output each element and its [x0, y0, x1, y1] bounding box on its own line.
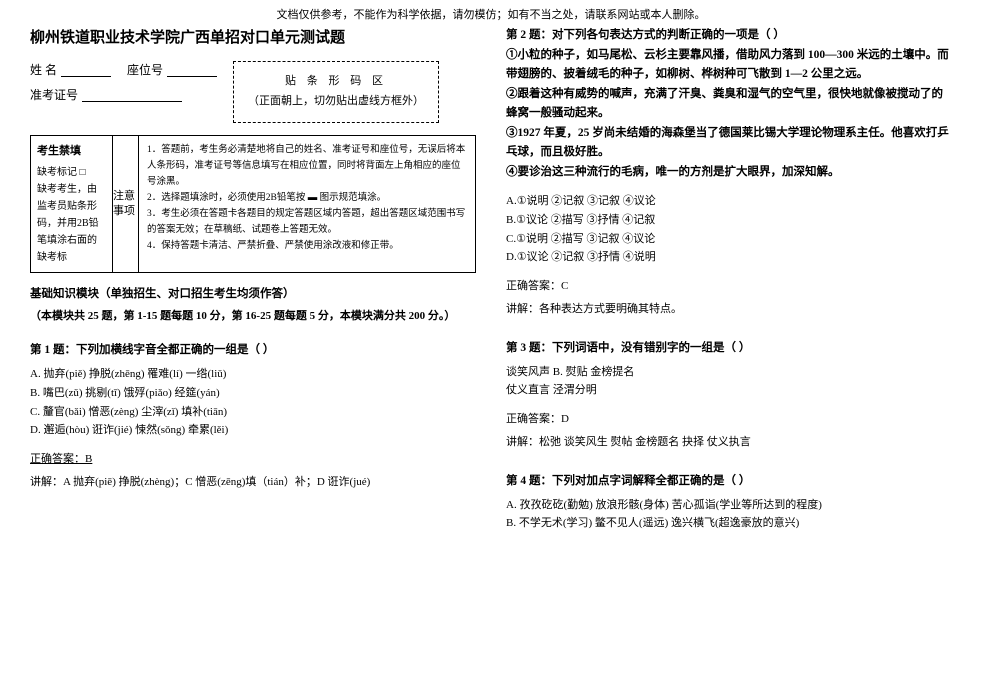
q1-options: A. 抛弃(piě) 挣脱(zhēng) 罹难(lí) 一绺(liǔ) B. 嘴…	[30, 365, 476, 440]
content-columns: 柳州铁道职业技术学院广西单招对口单元测试题 姓 名 座位号 准考证号 贴 条 形…	[0, 26, 982, 543]
name-blank[interactable]	[61, 63, 111, 77]
q2-options: A.①说明 ②记叙 ③记叙 ④议论 B.①议论 ②描写 ③抒情 ④记叙 C.①说…	[506, 192, 952, 267]
seat-blank[interactable]	[167, 63, 217, 77]
q4-opt-a: A. 孜孜矻矻(勤勉) 放浪形骸(身体) 苦心孤诣(学业等所达到的程度)	[506, 496, 952, 515]
notice-item: 4．保持答题卡清洁、严禁折叠、严禁使用涂改液和修正带。	[147, 238, 467, 254]
q3-answer: 正确答案：D	[506, 410, 952, 426]
notice-head: 注意事项	[113, 189, 138, 220]
q1-answer: 正确答案：B	[30, 450, 476, 466]
forbidden-head: 考生禁填	[37, 142, 106, 161]
q2-explain: 讲解：各种表达方式要明确其特点。	[506, 301, 952, 319]
q2-opt-c: C.①说明 ②描写 ③记叙 ④议论	[506, 230, 952, 249]
q2-stem: 第 2 题：对下列各句表达方式的判断正确的一项是（ ）	[506, 29, 785, 41]
q1-opt-b: B. 嘴巴(zǔ) 挑剔(tī) 饿殍(piǎo) 经筵(yán)	[30, 384, 476, 403]
q2-answer: 正确答案：C	[506, 277, 952, 293]
module-head: 基础知识模块（单独招生、对口招生考生均须作答）	[30, 285, 476, 301]
name-label: 姓 名	[30, 61, 57, 78]
forbidden-body: 缺考标记 □ 缺考考生，由监考员贴条形码，并用2B铅笔填涂右面的缺考标	[37, 164, 106, 266]
header-note: 文档仅供参考，不能作为科学依据，请勿模仿；如有不当之处，请联系网站或本人删除。	[0, 0, 982, 26]
q1-stem: 第 1 题：下列加横线字音全都正确的一组是（ ）	[30, 341, 476, 357]
q3-explain: 讲解：松弛 谈笑风生 熨帖 金榜题名 抉择 仗义执言	[506, 434, 952, 452]
module-sub: （本模块共 25 题，第 1-15 题每题 10 分，第 16-25 题每题 5…	[30, 307, 476, 323]
q1-opt-c: C. 釐官(bǎi) 憎恶(zèng) 尘滓(zǐ) 填补(tiān)	[30, 403, 476, 422]
q2-opt-d: D.①议论 ②记叙 ③抒情 ④说明	[506, 248, 952, 267]
right-column: 第 2 题：对下列各句表达方式的判断正确的一项是（ ） ①小粒的种子，如马尾松、…	[506, 26, 952, 543]
notice-item: 3．考生必须在答题卡各题目的规定答题区域内答题，超出答题区域范围书写的答案无效；…	[147, 206, 467, 238]
q1-explain: 讲解：A 抛弃(piē) 挣脱(zhèng)；C 憎恶(zēng)填（tián）…	[30, 474, 476, 492]
q3-stem: 第 3 题：下列词语中，没有错别字的一组是（ ）	[506, 339, 952, 355]
notice-items-col: 1．答题前，考生务必清楚地将自己的姓名、准考证号和座位号，无误后将本人条形码，准…	[139, 136, 475, 273]
notice-item: 1．答题前，考生务必清楚地将自己的姓名、准考证号和座位号，无误后将本人条形码，准…	[147, 142, 467, 190]
q1-opt-d: D. 邂逅(hòu) 诳诈(jié) 悚然(sǒng) 牵累(lěi)	[30, 421, 476, 440]
q1-opt-a: A. 抛弃(piě) 挣脱(zhēng) 罹难(lí) 一绺(liǔ)	[30, 365, 476, 384]
main-title: 柳州铁道职业技术学院广西单招对口单元测试题	[30, 26, 476, 47]
q4-stem: 第 4 题：下列对加点字词解释全都正确的是（ ）	[506, 472, 952, 488]
barcode-box: 贴 条 形 码 区 （正面朝上，切勿贴出虚线方框外）	[233, 61, 439, 123]
q3-line1: 谈笑风声 B. 熨贴 金榜提名	[506, 363, 952, 382]
q2-opt-a: A.①说明 ②记叙 ③记叙 ④议论	[506, 192, 952, 211]
examid-label: 准考证号	[30, 86, 78, 103]
q4-opt-b: B. 不学无术(学习) 鳖不见人(遥远) 逸兴横飞(超逸豪放的意兴)	[506, 514, 952, 533]
q4-options: A. 孜孜矻矻(勤勉) 放浪形骸(身体) 苦心孤诣(学业等所达到的程度) B. …	[506, 496, 952, 533]
q3-line2: 仗义直言 泾渭分明	[506, 381, 952, 400]
left-column: 柳州铁道职业技术学院广西单招对口单元测试题 姓 名 座位号 准考证号 贴 条 形…	[30, 26, 476, 543]
examid-blank[interactable]	[82, 88, 182, 102]
barcode-title: 贴 条 形 码 区	[248, 72, 424, 92]
q2-body: ①小粒的种子，如马尾松、云杉主要靠风播，借助风力落到 100—300 米远的土壤…	[506, 49, 949, 178]
forbidden-col: 考生禁填 缺考标记 □ 缺考考生，由监考员贴条形码，并用2B铅笔填涂右面的缺考标	[31, 136, 113, 273]
q3-options: 谈笑风声 B. 熨贴 金榜提名 仗义直言 泾渭分明	[506, 363, 952, 400]
info-table: 考生禁填 缺考标记 □ 缺考考生，由监考员贴条形码，并用2B铅笔填涂右面的缺考标…	[30, 135, 476, 274]
q2-opt-b: B.①议论 ②描写 ③抒情 ④记叙	[506, 211, 952, 230]
name-area: 姓 名 座位号 准考证号	[30, 61, 217, 103]
notice-head-col: 注意事项	[113, 136, 139, 273]
identity-row: 姓 名 座位号 准考证号 贴 条 形 码 区 （正面朝上，切勿贴出虚线方框外）	[30, 61, 476, 123]
notice-item: 2．选择题填涂时，必须使用2B铅笔按 ▬ 图示规范填涂。	[147, 190, 467, 206]
barcode-note: （正面朝上，切勿贴出虚线方框外）	[248, 92, 424, 112]
seat-label: 座位号	[127, 61, 163, 78]
q2-block: 第 2 题：对下列各句表达方式的判断正确的一项是（ ） ①小粒的种子，如马尾松、…	[506, 26, 952, 182]
